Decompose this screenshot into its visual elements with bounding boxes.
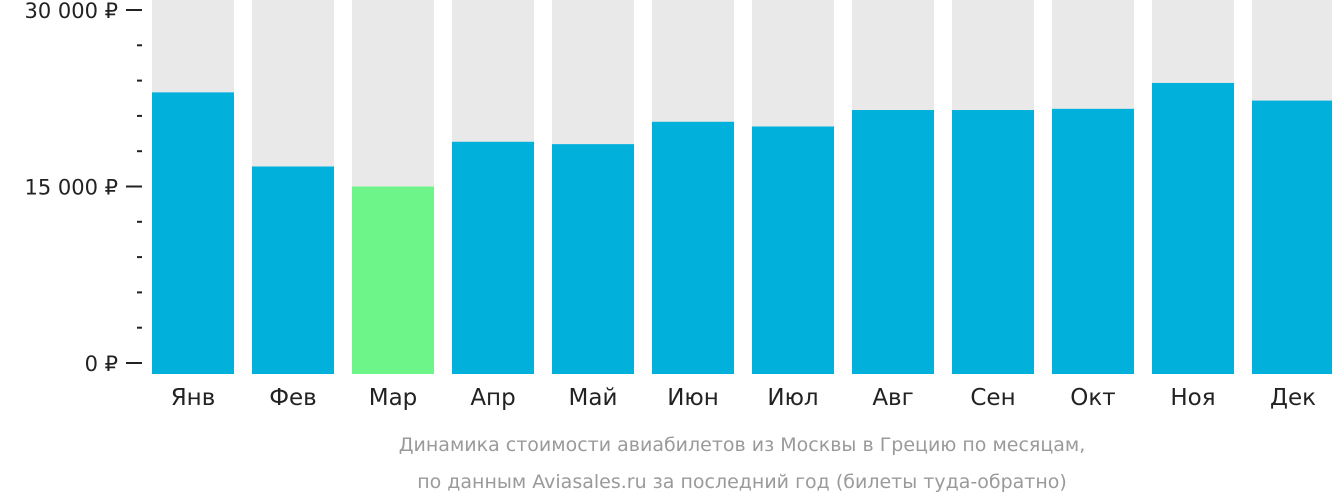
bar [252, 166, 334, 374]
bar [352, 186, 434, 374]
x-tick-label: Июл [767, 385, 818, 411]
x-tick-label: Авг [872, 385, 913, 411]
bars [152, 82, 1332, 375]
caption-line-1: Динамика стоимости авиабилетов из Москвы… [399, 434, 1086, 456]
x-tick-label: Сен [970, 385, 1015, 411]
bar [752, 126, 834, 375]
y-tick-label: 30 000 ₽ [24, 0, 118, 23]
bar [952, 110, 1034, 375]
bar [452, 141, 534, 374]
x-tick-label: Июн [667, 385, 719, 411]
x-tick-label: Ноя [1170, 385, 1215, 411]
x-tick-label: Апр [470, 385, 515, 411]
bar [1252, 100, 1332, 374]
bar [652, 121, 734, 375]
bar [1052, 108, 1134, 374]
x-tick-label: Дек [1270, 385, 1316, 411]
x-tick-label: Май [569, 385, 618, 411]
x-tick-label: Окт [1070, 385, 1115, 411]
caption-line-2: по данным Aviasales.ru за последний год … [417, 471, 1067, 493]
y-axis: 0 ₽ 15 000 ₽ 30 000 ₽ [24, 0, 142, 376]
bar [852, 110, 934, 375]
bar [552, 144, 634, 374]
x-tick-label: Янв [171, 385, 216, 411]
y-tick-label: 0 ₽ [85, 352, 118, 376]
x-axis-labels: Янв Фев Мар Апр Май Июн Июл Авг Сен Окт Ноя Дек [171, 385, 1316, 411]
bar [1152, 82, 1234, 374]
x-tick-label: Фев [269, 385, 317, 411]
bar [152, 92, 234, 374]
x-tick-label: Мар [369, 385, 418, 411]
y-tick-label: 15 000 ₽ [24, 176, 118, 200]
